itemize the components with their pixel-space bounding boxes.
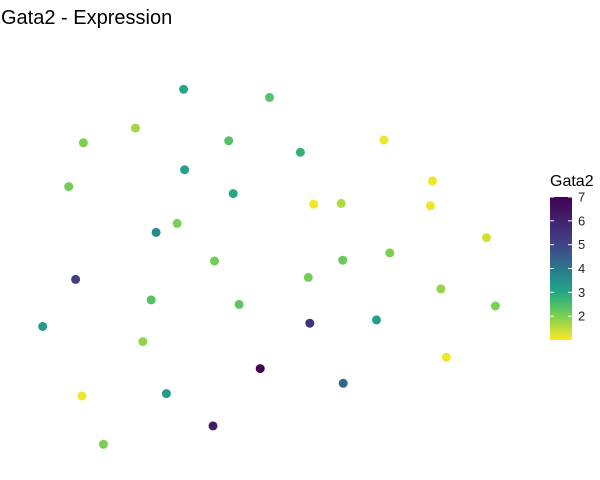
data-point bbox=[379, 135, 389, 145]
legend-tick-label: 7 bbox=[578, 190, 585, 205]
data-point bbox=[151, 227, 161, 237]
legend-tick-label: 6 bbox=[578, 213, 585, 228]
data-point bbox=[336, 198, 346, 208]
data-point bbox=[309, 199, 319, 209]
data-point bbox=[234, 299, 244, 309]
legend-title: Gata2 bbox=[550, 173, 594, 190]
data-point bbox=[385, 248, 395, 258]
data-point bbox=[295, 147, 305, 157]
data-point bbox=[490, 301, 500, 311]
data-point bbox=[436, 284, 446, 294]
data-point bbox=[441, 352, 451, 362]
data-point bbox=[482, 233, 491, 243]
data-point bbox=[426, 201, 435, 211]
data-point bbox=[77, 391, 87, 401]
data-point bbox=[172, 218, 182, 228]
data-point bbox=[255, 364, 265, 374]
data-point bbox=[372, 315, 381, 325]
data-point bbox=[228, 189, 238, 199]
data-point bbox=[428, 176, 437, 186]
data-point bbox=[64, 182, 74, 192]
data-point bbox=[146, 295, 156, 305]
legend-tick-label: 5 bbox=[578, 237, 585, 252]
legend-colorbar bbox=[550, 197, 572, 340]
data-point bbox=[38, 322, 48, 331]
data-point bbox=[78, 138, 88, 148]
color-legend: Gata2 2 3 4 5 6 7 bbox=[550, 173, 594, 340]
data-point bbox=[99, 439, 108, 449]
data-point bbox=[224, 136, 234, 146]
data-point bbox=[208, 421, 218, 431]
data-point bbox=[303, 272, 313, 282]
data-point bbox=[179, 84, 189, 94]
data-point bbox=[305, 318, 315, 328]
points-layer bbox=[38, 84, 500, 449]
legend-tick-label: 2 bbox=[578, 309, 585, 324]
legend-tick-label: 3 bbox=[578, 285, 585, 300]
legend-tick-label: 4 bbox=[578, 261, 585, 276]
data-point bbox=[180, 165, 190, 175]
data-point bbox=[71, 274, 81, 284]
data-point bbox=[265, 92, 274, 102]
data-point bbox=[338, 378, 348, 388]
data-point bbox=[138, 337, 148, 347]
legend-ticks: 2 3 4 5 6 7 bbox=[550, 190, 585, 324]
chart-title: Gata2 - Expression bbox=[1, 7, 172, 29]
data-point bbox=[338, 255, 348, 265]
data-point bbox=[131, 123, 140, 133]
data-point bbox=[161, 389, 171, 399]
data-point bbox=[210, 256, 219, 266]
